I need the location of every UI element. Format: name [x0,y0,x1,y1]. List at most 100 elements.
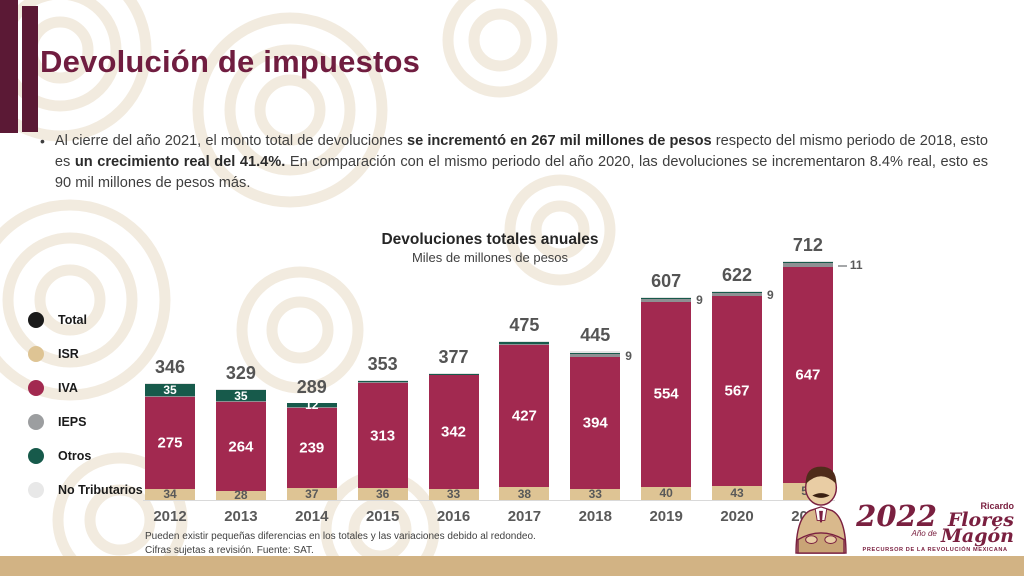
bar-segment-isr-2019: 40 [641,486,692,500]
bar-value-label-isr-2012: 34 [163,487,177,502]
bar-segment-otros-2012: 35 [145,384,195,396]
bar-segment-no-tributarios-2012 [145,383,195,385]
bar-total-2021: 712 [792,234,823,255]
legend-item-ieps: IEPS [28,414,143,430]
bar-column-2020: 43 567 9 622 2020 [712,265,774,525]
bullet-paragraph: • Al cierre del año 2021, el monto total… [40,131,988,194]
legend-item-iva: IVA [28,380,143,396]
x-tick-2013: 2013 [224,508,258,525]
bullet-text-part5: En comparación con el mismo periodo del … [54,154,989,192]
bar-total-2012: 346 [154,357,186,378]
bar-segment-otros-2013: 35 [215,390,266,402]
bullet-marker: • [40,133,45,149]
bar-value-label-isr-2014: 37 [305,486,319,501]
bar-total-2016: 377 [438,346,469,367]
bar-segment-no-tributarios-2016 [428,372,479,374]
bar-segment-ieps-2020: 9 [712,288,774,302]
bar-segment-otros-2019 [641,297,692,299]
bar-segment-iva-2015: 313 [357,383,408,488]
bar-value-label-iva-2014: 239 [299,439,325,457]
legend-label-ieps: IEPS [58,415,87,429]
legend-label-otros: Otros [58,449,92,463]
legend-swatch-isr [28,346,44,362]
badge-2022-flores-magon: 2022 Año de Ricardo Flores Magón PRECURS… [782,459,1014,555]
bar-segment-iva-2016: 342 [428,374,479,489]
bar-value-label-isr-2018: 33 [588,487,602,502]
bar-value-label-iva-2013: 264 [228,438,254,456]
bar-column-2012: 34 275 35 346 2012 [145,357,195,525]
page-title: Devolución de impuestos [40,44,421,79]
bullet-text-part2-bold: se incrementó en 267 mil millones de pes… [406,133,712,149]
x-tick-2015: 2015 [365,508,400,525]
bar-segment-ieps-2021: 11 [782,258,863,272]
bar-segment-ieps-2017 [499,343,550,345]
bar-value-label-iva-2018: 394 [582,414,608,432]
bar-total-2018: 445 [580,325,611,346]
bar-segment-iva-2013: 264 [215,402,266,491]
footer-strip [0,556,1024,576]
bar-segment-otros-2021 [782,261,833,263]
x-tick-2019: 2019 [649,508,683,525]
badge-ano-de: Año de [911,528,937,538]
badge-magon: Magón [940,524,1014,547]
bar-segment-ieps-2019: 9 [641,293,703,307]
legend-item-no-tributarios: No Tributarios [28,482,143,498]
legend-swatch-no-tributarios [28,482,44,498]
bar-segment-no-tributarios-2021 [782,260,833,262]
bar-segment-iva-2012: 275 [145,396,195,489]
badge-year: 2022 [856,499,937,534]
bar-segment-isr-2013: 28 [215,489,266,501]
portrait-illustration [795,466,847,554]
x-tick-2017: 2017 [507,508,542,525]
bar-value-label-iva-2021: 647 [795,366,821,384]
bar-value-label-otros-2012: 35 [163,382,177,397]
bar-column-2018: 33 394 9 445 2018 [570,325,632,525]
bullet-text: Al cierre del año 2021, el monto total d… [55,131,988,194]
bar-segment-ieps-2012 [145,395,195,397]
bar-value-label-iva-2015: 313 [370,427,396,445]
bar-column-2013: 28 264 35 329 2013 [215,363,266,525]
bar-value-label-isr-2019: 40 [659,486,673,501]
footnote-line-2: Cifras sujetas a revisión. Fuente: SAT. [145,544,314,556]
chart-subtitle: Miles de millones de pesos [411,250,569,265]
bar-segment-ieps-2018: 9 [570,349,632,363]
legend-item-total: Total [28,312,143,328]
bullet-text-part4-bold: un crecimiento real del 41.4%. [74,154,286,171]
legend-swatch-total [28,312,44,328]
bar-segment-no-tributarios-2013 [215,388,266,390]
bar-segment-iva-2017: 427 [499,344,550,488]
bar-value-label-iva-2016: 342 [440,423,467,441]
x-tick-2016: 2016 [436,508,471,525]
bar-column-2016: 33 342 377 2016 [428,347,479,525]
legend-swatch-otros [28,448,44,464]
bar-value-label-iva-2020: 567 [724,382,750,400]
legend-item-isr: ISR [28,346,143,362]
bar-segment-otros-2016 [428,373,479,375]
chart-plot-area: 34 275 35 346 2012 28 264 35 329 2013 37 239 12 289 20… [145,235,863,525]
badge-tagline: PRECURSOR DE LA REVOLUCIÓN MEXICANA [862,547,1008,553]
legend-label-no-tributarios: No Tributarios [58,483,143,497]
bar-value-label-iva-2017: 427 [511,407,537,425]
bar-value-label-iva-2012: 275 [157,434,183,452]
bar-segment-otros-2017 [499,341,550,344]
badge-text: 2022 Año de Ricardo Flores Magón PRECURS… [856,499,1014,555]
corner-accent-bar-2 [22,6,38,132]
bar-side-label-ieps-2021: 11 [838,258,863,272]
badge-flores: Flores [947,508,1014,531]
bar-segment-isr-2017: 38 [499,487,550,500]
footnote-line-1: Pueden existir pequeñas diferencias en l… [145,531,536,542]
bar-segment-ieps-2014 [286,406,337,408]
bar-side-label-ieps-2019: 9 [696,293,703,308]
bar-column-2017: 38 427 475 2017 [499,315,550,525]
bar-segment-isr-2018: 33 [570,488,621,500]
bar-total-2017: 475 [509,314,540,335]
bar-segment-ieps-2015 [357,382,408,384]
bar-segment-isr-2016: 33 [428,488,479,500]
bar-total-2014: 289 [296,376,327,397]
bullet-text-part1: Al cierre del año 2021, el monto total d… [54,133,407,149]
bar-total-2019: 607 [651,270,682,291]
chart-legend: Total ISR IVA IEPS Otros No Tributarios [28,312,143,498]
legend-item-otros: Otros [28,448,143,464]
bar-value-label-isr-2016: 33 [446,487,461,502]
